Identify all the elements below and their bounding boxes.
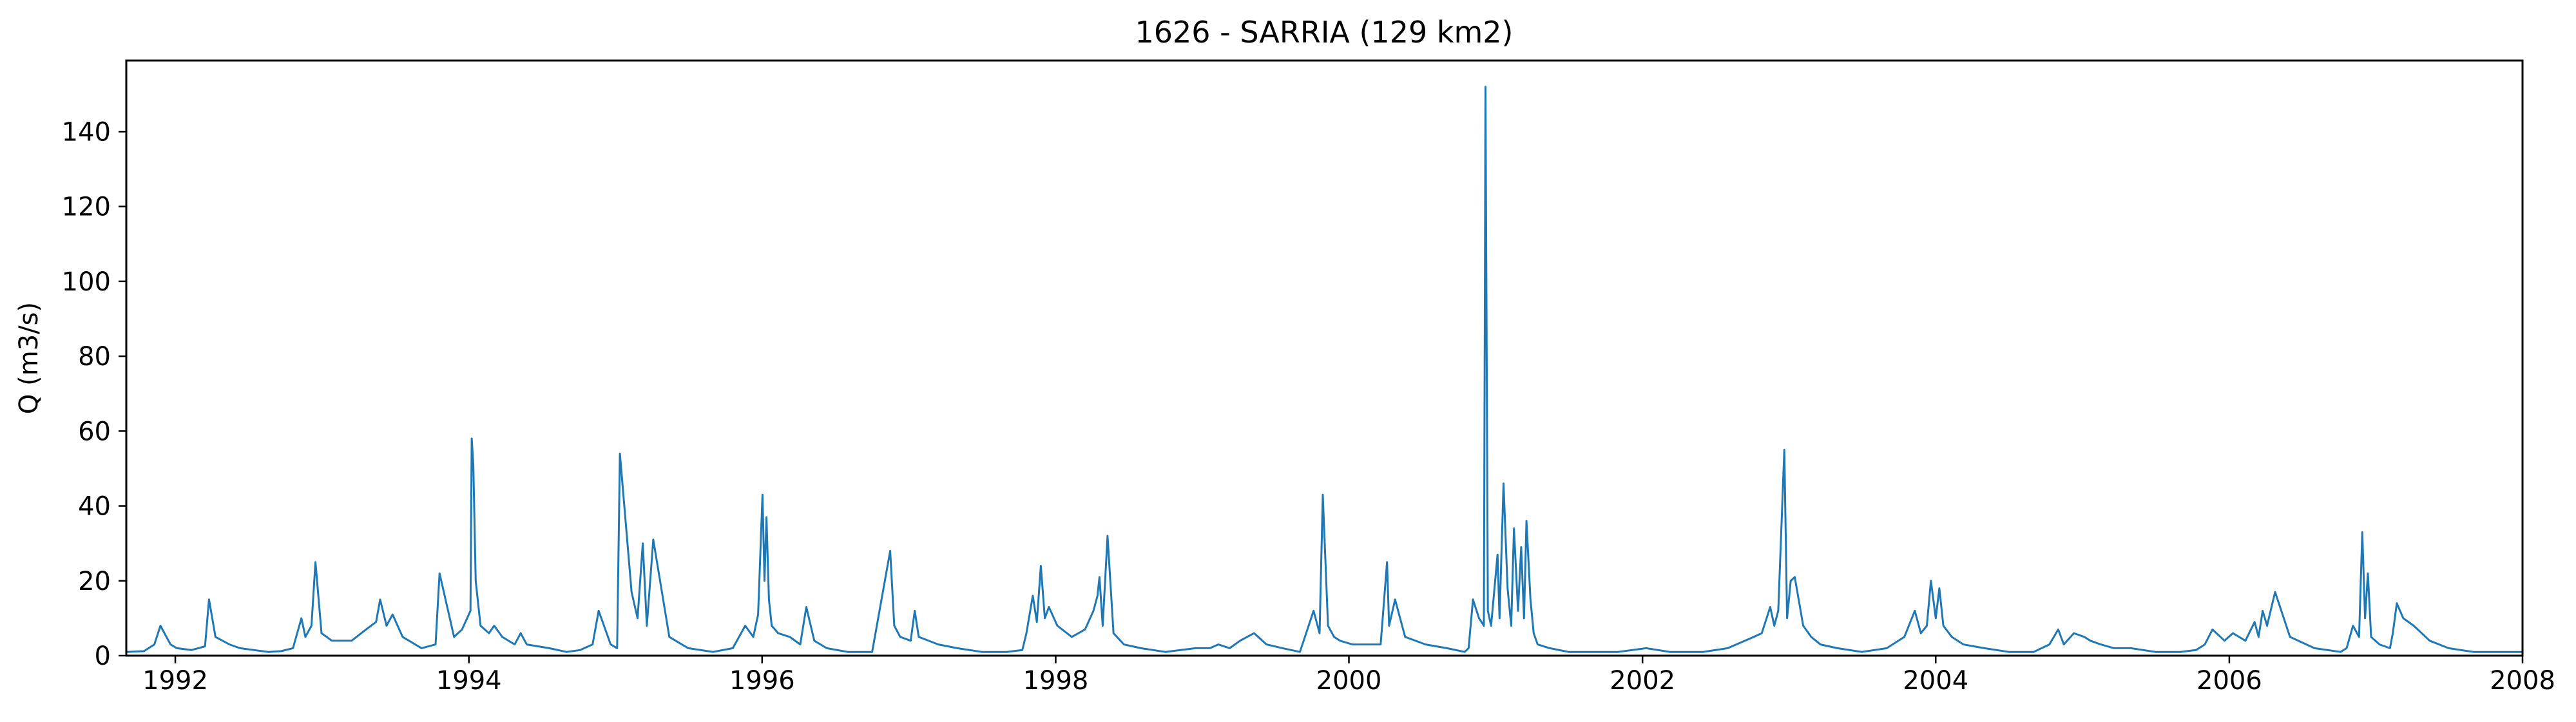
x-tick-label: 2008 bbox=[2490, 666, 2555, 696]
x-tick-label: 1996 bbox=[729, 666, 795, 696]
x-tick-label: 1992 bbox=[142, 666, 208, 696]
x-tick-label: 2002 bbox=[1610, 666, 1675, 696]
y-tick-label: 140 bbox=[62, 117, 111, 147]
x-tick-label: 1998 bbox=[1023, 666, 1089, 696]
y-tick-label: 120 bbox=[62, 193, 111, 222]
x-tick-label: 2000 bbox=[1316, 666, 1382, 696]
plot-area bbox=[126, 86, 2523, 653]
y-tick-label: 80 bbox=[78, 342, 111, 372]
y-axis-label: Q (m3/s) bbox=[14, 302, 44, 414]
y-tick-label: 20 bbox=[78, 567, 111, 596]
series-line-0 bbox=[126, 86, 2523, 653]
plot-frame bbox=[125, 59, 2524, 657]
y-tick-label: 100 bbox=[62, 267, 111, 297]
x-tick-label: 1994 bbox=[436, 666, 502, 696]
y-tick-label: 40 bbox=[78, 492, 111, 522]
x-tick-label: 2004 bbox=[1903, 666, 1968, 696]
x-tick-label: 2006 bbox=[2196, 666, 2262, 696]
y-tick-label: 0 bbox=[95, 641, 111, 671]
y-tick-label: 60 bbox=[78, 417, 111, 446]
chart-title: 1626 - SARRIA (129 km2) bbox=[1135, 15, 1513, 50]
axis-ticks: 1992 1994 1996 1998 2000 2002 2004 2006 2008 0 20 4… bbox=[62, 117, 2555, 696]
